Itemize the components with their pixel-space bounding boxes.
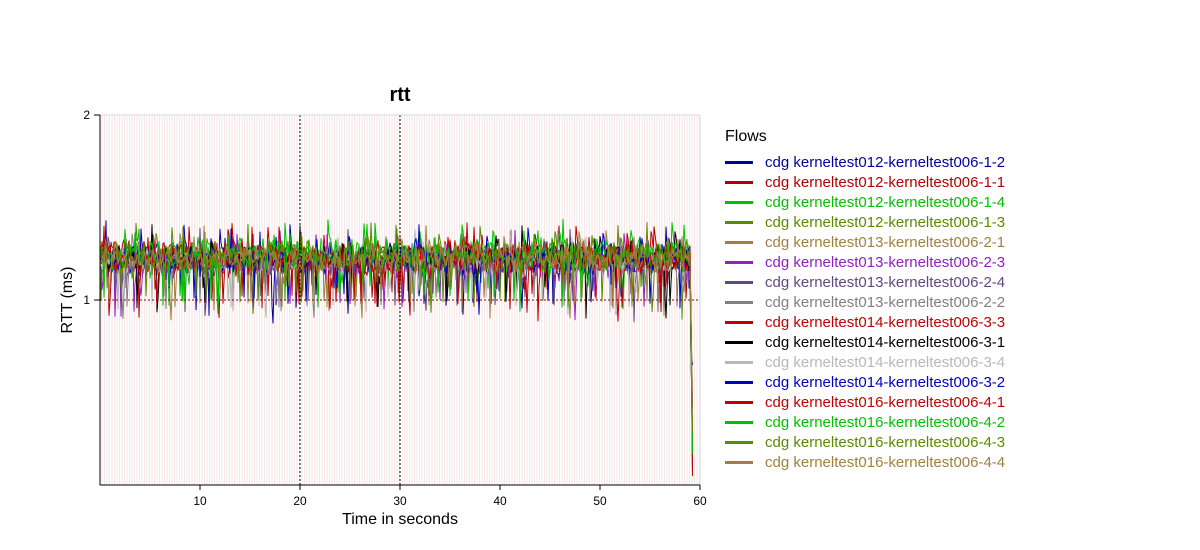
legend-swatch	[725, 420, 753, 424]
x-axis-label: Time in seconds	[342, 511, 458, 528]
legend-item: cdg kerneltest012-kerneltest006-1-1	[725, 172, 1185, 192]
legend-swatch	[725, 380, 753, 384]
legend-swatch	[725, 260, 753, 264]
series-layer	[99, 218, 693, 476]
y-tick-label: 1	[83, 293, 90, 307]
legend-label: cdg kerneltest016-kerneltest006-4-1	[765, 393, 1006, 411]
legend: Flows cdg kerneltest012-kerneltest006-1-…	[725, 128, 1185, 472]
legend-item: cdg kerneltest016-kerneltest006-4-3	[725, 432, 1185, 452]
legend-label: cdg kerneltest016-kerneltest006-4-4	[765, 453, 1006, 471]
legend-item: cdg kerneltest014-kerneltest006-3-3	[725, 312, 1185, 332]
x-tick-label: 50	[593, 494, 607, 508]
legend-swatch	[725, 360, 753, 364]
legend-label: cdg kerneltest012-kerneltest006-1-3	[765, 213, 1006, 231]
legend-item: cdg kerneltest012-kerneltest006-1-4	[725, 192, 1185, 212]
y-axis-label: RTT (ms)	[59, 267, 76, 334]
legend-swatch	[725, 440, 753, 444]
series-line-14	[99, 223, 693, 454]
legend-label: cdg kerneltest014-kerneltest006-3-4	[765, 353, 1006, 371]
legend-label: cdg kerneltest014-kerneltest006-3-2	[765, 373, 1006, 391]
legend-label: cdg kerneltest013-kerneltest006-2-2	[765, 293, 1006, 311]
legend-label: cdg kerneltest013-kerneltest006-2-1	[765, 233, 1006, 251]
series-line-16	[99, 225, 693, 410]
chart-title: rtt	[389, 84, 410, 106]
legend-rows: cdg kerneltest012-kerneltest006-1-2 cdg k…	[725, 152, 1185, 472]
legend-label: cdg kerneltest016-kerneltest006-4-2	[765, 413, 1006, 431]
legend-swatch	[725, 160, 753, 164]
legend-item: cdg kerneltest012-kerneltest006-1-2	[725, 152, 1185, 172]
legend-item: cdg kerneltest014-kerneltest006-3-1	[725, 332, 1185, 352]
legend-item: cdg kerneltest012-kerneltest006-1-3	[725, 212, 1185, 232]
legend-item: cdg kerneltest013-kerneltest006-2-1	[725, 232, 1185, 252]
x-tick-label: 40	[493, 494, 507, 508]
legend-item: cdg kerneltest014-kerneltest006-3-2	[725, 372, 1185, 392]
legend-swatch	[725, 460, 753, 464]
legend-label: cdg kerneltest016-kerneltest006-4-3	[765, 433, 1006, 451]
x-tick-label: 60	[693, 494, 707, 508]
legend-swatch	[725, 340, 753, 344]
legend-item: cdg kerneltest013-kerneltest006-2-3	[725, 252, 1185, 272]
legend-swatch	[725, 240, 753, 244]
legend-title: Flows	[725, 128, 767, 145]
legend-label: cdg kerneltest013-kerneltest006-2-3	[765, 253, 1006, 271]
legend-item: cdg kerneltest013-kerneltest006-2-2	[725, 292, 1185, 312]
legend-item: cdg kerneltest016-kerneltest006-4-1	[725, 392, 1185, 412]
x-tick-label: 10	[193, 494, 207, 508]
grid-layer	[100, 115, 700, 485]
ticks-layer: 10 20 30 40 50 60 1 2	[83, 108, 707, 508]
legend-label: cdg kerneltest013-kerneltest006-2-4	[765, 273, 1006, 291]
legend-swatch	[725, 180, 753, 184]
legend-swatch	[725, 280, 753, 284]
legend-swatch	[725, 220, 753, 224]
legend-label: cdg kerneltest012-kerneltest006-1-1	[765, 173, 1006, 191]
legend-item: cdg kerneltest014-kerneltest006-3-4	[725, 352, 1185, 372]
y-tick-label: 2	[83, 108, 90, 122]
legend-item: cdg kerneltest016-kerneltest006-4-2	[725, 412, 1185, 432]
legend-label: cdg kerneltest012-kerneltest006-1-2	[765, 153, 1006, 171]
legend-swatch	[725, 200, 753, 204]
legend-label: cdg kerneltest012-kerneltest006-1-4	[765, 193, 1006, 211]
legend-swatch	[725, 320, 753, 324]
legend-swatch	[725, 400, 753, 404]
x-tick-label: 30	[393, 494, 407, 508]
legend-swatch	[725, 300, 753, 304]
x-tick-label: 20	[293, 494, 307, 508]
legend-label: cdg kerneltest014-kerneltest006-3-1	[765, 333, 1006, 351]
legend-item: cdg kerneltest016-kerneltest006-4-4	[725, 452, 1185, 472]
legend-item: cdg kerneltest013-kerneltest006-2-4	[725, 272, 1185, 292]
legend-label: cdg kerneltest014-kerneltest006-3-3	[765, 313, 1006, 331]
